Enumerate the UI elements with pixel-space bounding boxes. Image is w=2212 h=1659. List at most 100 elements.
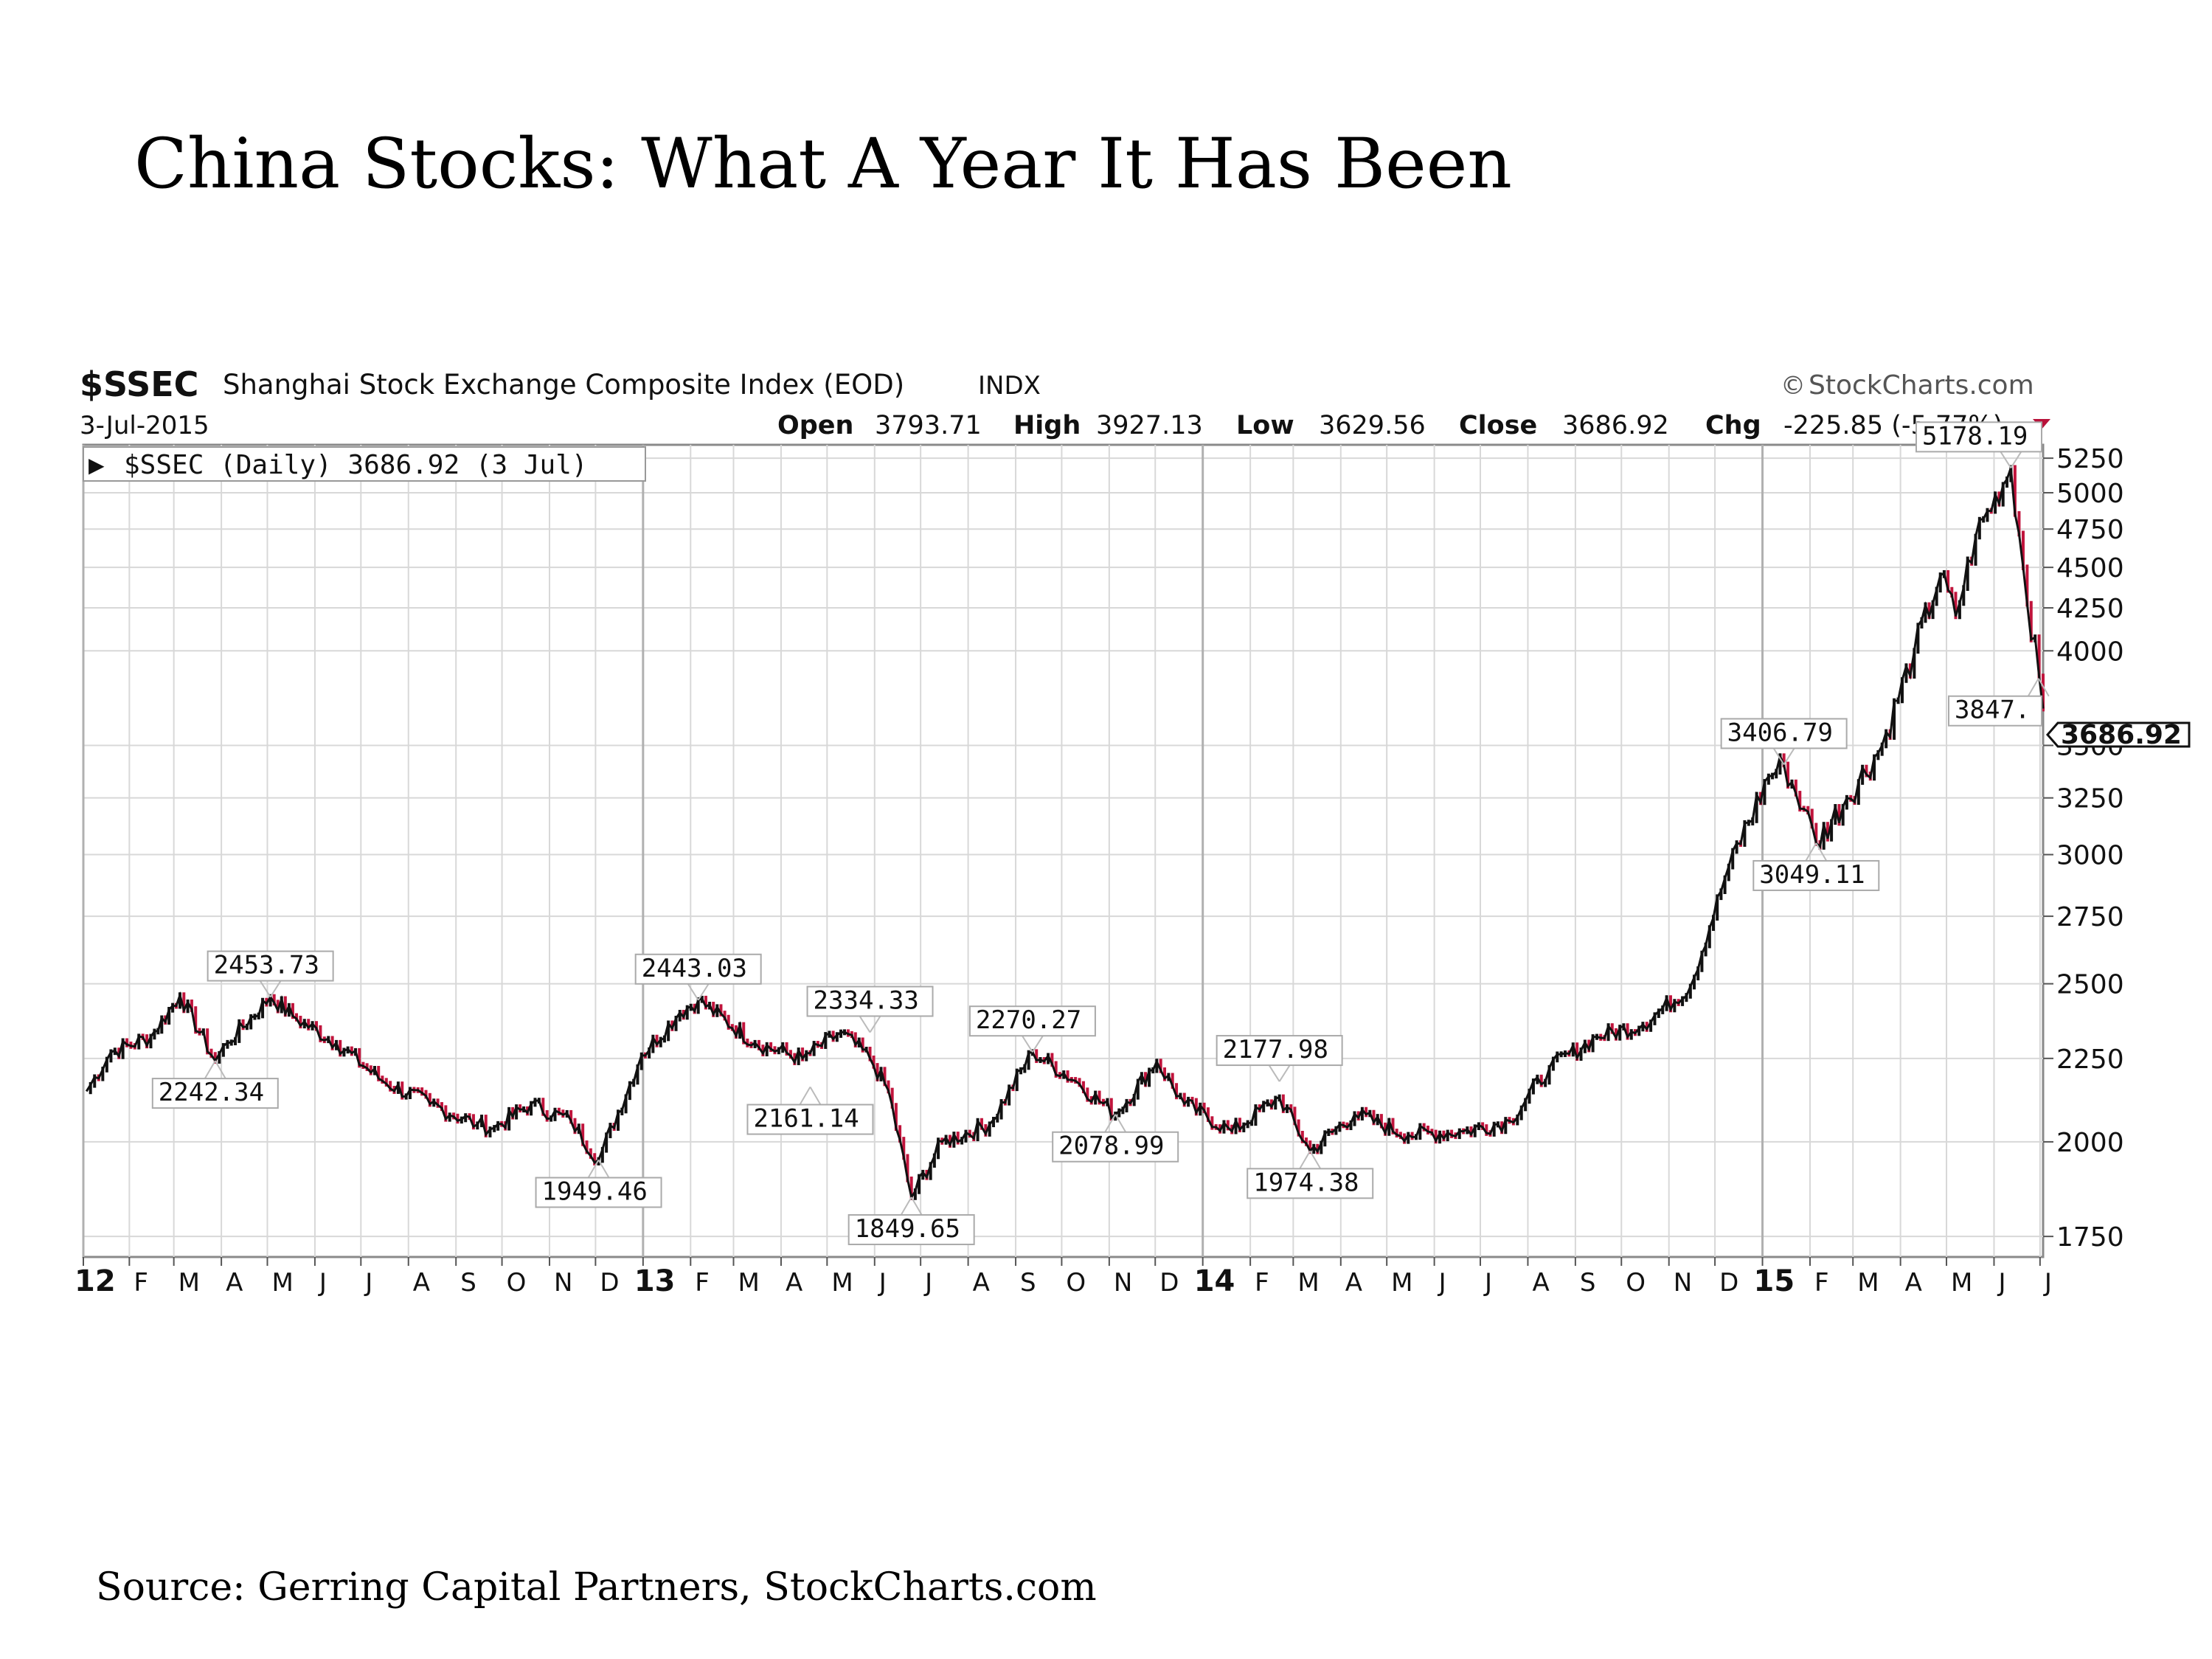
annotation-pointer	[859, 1015, 871, 1033]
high-label: High	[1013, 411, 1081, 440]
annotation-box	[746, 1104, 874, 1135]
annotation-label: 2334.33	[814, 986, 919, 1015]
x-tick-label: M	[1951, 1268, 1972, 1298]
high-value: 3927.13	[1096, 411, 1203, 440]
low-value: 3629.56	[1319, 411, 1426, 440]
x-tick-label: M	[738, 1268, 760, 1298]
chart-exchange: INDX	[978, 371, 1041, 401]
chart-symbol: $SSEC	[80, 364, 198, 404]
y-tick-label: 2500	[2056, 970, 2124, 1000]
x-tick-label: N	[1114, 1268, 1132, 1298]
annotation-label: 2078.99	[1058, 1132, 1164, 1161]
x-tick-label: F	[1255, 1268, 1269, 1298]
chart-index-name: Shanghai Stock Exchange Composite Index …	[223, 369, 904, 401]
y-tick-label: 4000	[2056, 637, 2124, 667]
last-value-tag: 3686.92	[2046, 720, 2191, 750]
x-tick-label: J	[923, 1268, 932, 1298]
annotation-pointer	[1278, 1064, 1291, 1082]
annotation-pointer	[799, 1087, 811, 1106]
annotation-box	[968, 1005, 1096, 1037]
y-axis: 1750200022502500275030003250350040004250…	[2043, 444, 2124, 1253]
x-tick-label: M	[1297, 1268, 1319, 1298]
annotation-pointer	[1022, 1035, 1033, 1053]
annotation-box	[1948, 695, 2042, 727]
annotation-pointer	[597, 1160, 610, 1179]
annotation-box	[1052, 1131, 1179, 1163]
x-tick-label: F	[134, 1268, 148, 1298]
x-tick-label: J	[1997, 1268, 2005, 1298]
y-tick-label: 3250	[2056, 784, 2124, 814]
x-tick-label: M	[178, 1268, 200, 1298]
y-tick-label: 2750	[2056, 902, 2124, 932]
last-value-label: 3686.92	[2061, 720, 2182, 750]
annotation-label: 2443.03	[642, 954, 747, 983]
chart-date: 3-Jul-2015	[80, 411, 209, 440]
x-tick-label: M	[1391, 1268, 1412, 1298]
annotation-label: 5178.19	[1922, 421, 2028, 451]
annotation-label: 2177.98	[1223, 1035, 1328, 1064]
legend-icon: ▶	[89, 453, 105, 477]
price-line	[85, 467, 2045, 1200]
annotation-pointer	[587, 1160, 600, 1179]
y-tick-label: 5000	[2056, 479, 2124, 509]
plot-area	[82, 443, 2045, 1258]
y-tick-label: 4250	[2056, 594, 2124, 624]
annotation-pointer	[214, 1060, 226, 1079]
annotation-pointer	[1815, 842, 1828, 862]
annotation-label: 2161.14	[753, 1104, 859, 1134]
annotation-label: 3049.11	[1759, 860, 1865, 890]
annotation-pointer	[204, 1060, 216, 1079]
x-tick-label: F	[695, 1268, 710, 1298]
y-tick-label: 5250	[2056, 444, 2124, 474]
annotation-pointer	[1772, 747, 1785, 765]
x-tick-label: A	[413, 1268, 430, 1298]
annotation-label: 2270.27	[976, 1005, 1081, 1035]
y-tick-label: 1750	[2056, 1222, 2124, 1253]
x-tick-label: J	[1483, 1268, 1492, 1298]
x-tick-label: O	[1626, 1268, 1646, 1298]
x-tick-label: 15	[1754, 1264, 1795, 1298]
stockcharts-copyright-icon: ©	[1781, 371, 1806, 401]
x-tick-label: J	[364, 1268, 372, 1298]
annotation-pointer	[1309, 1150, 1322, 1169]
x-tick-label: D	[1159, 1268, 1179, 1298]
annotation-pointer	[900, 1196, 912, 1216]
x-tick-label: J	[318, 1268, 327, 1298]
annotation-pointer	[1032, 1035, 1044, 1053]
annotation-label: 3406.79	[1727, 718, 1833, 747]
annotation-pointer	[1299, 1150, 1311, 1169]
x-axis: 12 F M A M J J A S O N D 13 F M A M J J A S O N D 14 F M A M J J A S O N D 1…	[74, 1257, 2052, 1298]
low-label: Low	[1236, 411, 1294, 440]
annotation-box	[1216, 1035, 1343, 1067]
price-series	[85, 465, 2045, 1200]
annotation-box	[207, 950, 334, 982]
annotation-label: 1974.38	[1253, 1168, 1359, 1197]
annotation-label: 2453.73	[214, 951, 319, 980]
y-tick-label: 4750	[2056, 515, 2124, 545]
annotation-box	[535, 1177, 662, 1208]
annotation-pointer	[2010, 451, 2022, 468]
annotation-label: 1949.46	[542, 1177, 648, 1207]
annotation-pointer	[1114, 1114, 1127, 1133]
x-tick-label: A	[1345, 1268, 1362, 1298]
quote-line: Open 3793.71 High 3927.13 Low 3629.56 Cl…	[777, 411, 2003, 440]
y-tick-label: 2000	[2056, 1128, 2124, 1158]
x-tick-label: N	[1674, 1268, 1692, 1298]
x-tick-label: 12	[74, 1264, 116, 1298]
annotation-box	[1720, 718, 1848, 749]
annotation-pointer	[2037, 678, 2050, 697]
x-tick-label: D	[1719, 1268, 1738, 1298]
annotation-pointer	[2000, 451, 2012, 468]
x-tick-label: N	[554, 1268, 572, 1298]
annotation-pointer	[1805, 842, 1817, 862]
x-tick-label: A	[786, 1268, 802, 1298]
annotation-box	[806, 986, 934, 1017]
annotation-label: 2242.34	[159, 1078, 264, 1107]
close-label: Close	[1459, 411, 1537, 440]
annotation-pointer	[869, 1015, 881, 1033]
annotation-pointer	[269, 980, 282, 998]
annotation-box	[1247, 1168, 1374, 1199]
annotation-box	[634, 953, 762, 985]
open-label: Open	[777, 411, 853, 440]
